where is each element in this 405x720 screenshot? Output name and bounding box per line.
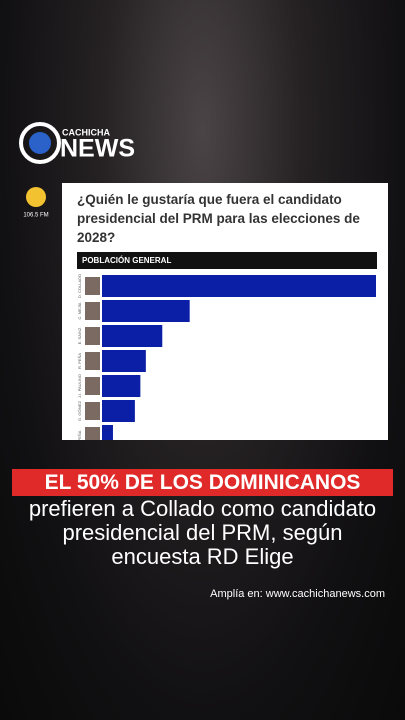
source: Amplía en: www.cachichanews.com [210, 588, 385, 600]
plot: D. COLLADO C. MEJÍA E. SAINZ R. PEÑA J.I. PA… [77, 274, 376, 441]
logo-ring [19, 122, 61, 164]
bar [102, 300, 190, 322]
brand-main: NEWS [60, 135, 135, 163]
caption-line: presidencial del PRM, según [62, 520, 343, 545]
category-label: D. COLLADO [77, 274, 82, 298]
candidate-photo [85, 277, 100, 295]
brand-top: CACHICHA [62, 127, 110, 137]
radio-frequency: 106.5 FM [23, 213, 48, 219]
category-label: PEÑA [77, 430, 82, 441]
subtitle-bar [77, 252, 377, 269]
caption-line: prefieren a Collado como candidato [28, 496, 377, 521]
candidate-photo [85, 402, 100, 420]
candidate-photo [85, 327, 100, 345]
category-label: C. MEJÍA [77, 302, 82, 319]
category-label: R. PEÑA [77, 353, 82, 369]
candidate-photo [85, 302, 100, 320]
bar [102, 275, 376, 297]
bar [102, 425, 113, 440]
candidate-photo [85, 377, 100, 395]
candidate-photo [85, 427, 100, 440]
chart-title: ¿Quién le gustaría que fuera el candidat… [77, 192, 360, 245]
bar [102, 350, 146, 372]
category-label: J.I. PAULINO [77, 374, 82, 398]
chart-subtitle: POBLACIÓN GENERAL [82, 256, 171, 265]
bar [102, 375, 141, 397]
bar [102, 400, 135, 422]
category-label: G. GÓMEZ [77, 400, 82, 421]
headline-banner: EL 50% DE LOS DOMINICANOS [12, 469, 393, 496]
candidate-photo [85, 352, 100, 370]
caption-line: encuesta RD Elige [111, 544, 294, 569]
logo-globe [29, 132, 51, 154]
category-label: E. SAINZ [77, 327, 82, 344]
bar [102, 325, 163, 347]
radio-logo [26, 187, 46, 207]
